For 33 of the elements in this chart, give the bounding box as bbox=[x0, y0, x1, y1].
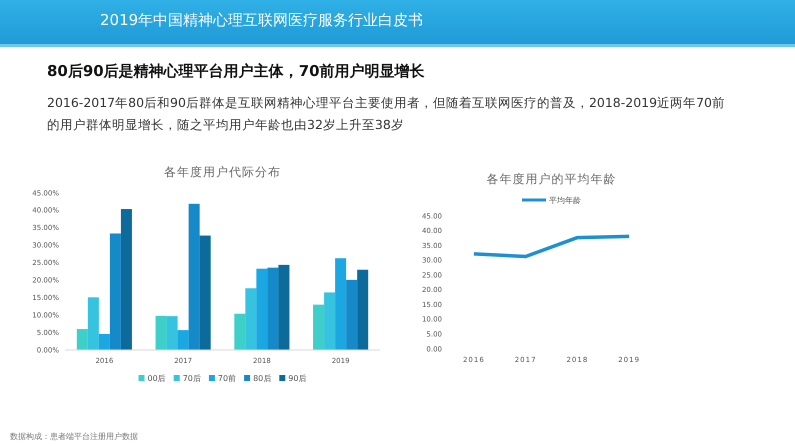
chart-title: 各年度用户代际分布 bbox=[164, 165, 281, 179]
bar bbox=[98, 334, 110, 350]
bar bbox=[200, 236, 211, 350]
bar bbox=[278, 264, 290, 350]
bar bbox=[245, 288, 256, 350]
bar bbox=[267, 268, 278, 350]
bar bbox=[313, 304, 324, 350]
text: 2019年中国精神心理互联网医疗服务行业白皮书 bbox=[100, 11, 424, 30]
bar bbox=[156, 316, 167, 350]
text: 数据构成：患者端平台注册用户数据 bbox=[10, 431, 138, 442]
legend-label: 90后 bbox=[288, 374, 306, 383]
text: 80后90后是精神心理平台用户主体，70前用户明显增长 bbox=[47, 62, 425, 81]
line-series bbox=[472, 234, 631, 258]
legend-label: 70前 bbox=[218, 374, 236, 383]
legend-label: 00后 bbox=[148, 374, 166, 383]
bar bbox=[110, 233, 121, 350]
legend-label: 80后 bbox=[253, 374, 272, 383]
bar bbox=[335, 258, 346, 350]
bar bbox=[88, 297, 99, 350]
bar bbox=[188, 204, 200, 350]
bar bbox=[178, 330, 189, 350]
bar bbox=[76, 329, 88, 350]
bar bbox=[346, 280, 358, 350]
bar bbox=[324, 292, 336, 350]
bar bbox=[256, 268, 268, 350]
bar bbox=[166, 316, 178, 350]
text: 2016-2017年80后和90后群体是互联网精神心理平台主要使用者，但随着互联网医疗的普及，2018-2019近两年70前的用户群体明显增长，随之平均用户年龄也由32岁上升至38岁 bbox=[47, 94, 726, 134]
bar bbox=[234, 314, 246, 350]
bar bbox=[357, 270, 368, 350]
bar bbox=[120, 209, 132, 350]
legend-label: 平均年龄 bbox=[549, 196, 581, 205]
legend-label: 70后 bbox=[182, 374, 201, 383]
chart-title: 各年度用户的平均年龄 bbox=[486, 172, 616, 186]
